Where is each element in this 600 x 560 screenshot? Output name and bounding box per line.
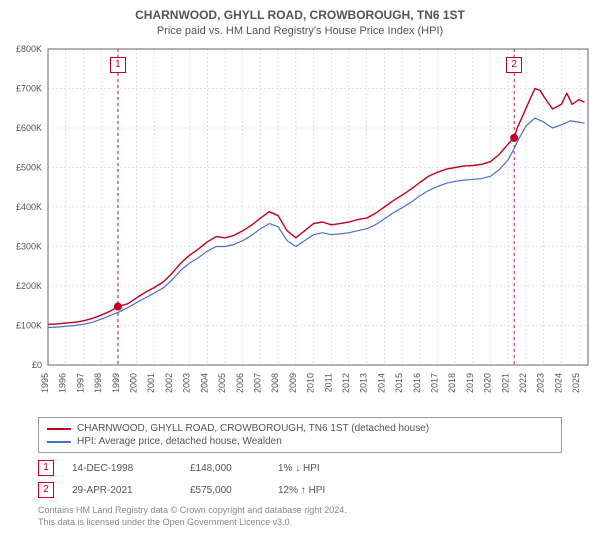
- svg-text:2008: 2008: [270, 373, 280, 393]
- svg-text:2020: 2020: [483, 373, 493, 393]
- svg-text:£700K: £700K: [16, 84, 42, 94]
- sale-diff: 12% ↑ HPI: [278, 485, 368, 496]
- svg-text:2012: 2012: [341, 373, 351, 393]
- svg-text:2014: 2014: [376, 373, 386, 393]
- legend-item: HPI: Average price, detached house, Weal…: [47, 435, 553, 448]
- svg-text:2004: 2004: [199, 373, 209, 393]
- svg-text:2021: 2021: [500, 373, 510, 393]
- legend-swatch: [47, 441, 71, 443]
- disclaimer: Contains HM Land Registry data © Crown c…: [0, 501, 600, 528]
- svg-text:£800K: £800K: [16, 44, 42, 54]
- svg-text:2024: 2024: [553, 373, 563, 393]
- svg-text:2001: 2001: [146, 373, 156, 393]
- svg-text:2015: 2015: [394, 373, 404, 393]
- chart-container: CHARNWOOD, GHYLL ROAD, CROWBOROUGH, TN6 …: [0, 0, 600, 560]
- plot-sale-badge: 1: [110, 57, 126, 73]
- svg-text:£0: £0: [32, 360, 42, 370]
- legend-item: CHARNWOOD, GHYLL ROAD, CROWBOROUGH, TN6 …: [47, 422, 553, 435]
- svg-text:1996: 1996: [58, 373, 68, 393]
- sale-date: 29-APR-2021: [72, 485, 172, 496]
- sales-list: 1 14-DEC-1998 £148,000 1% ↓ HPI 2 29-APR…: [0, 457, 600, 501]
- chart-svg: £0 £100K £200K £300K £400K £500K £600K £700K £80…: [0, 43, 600, 411]
- legend-label: HPI: Average price, detached house, Weal…: [77, 436, 282, 447]
- sale-row: 2 29-APR-2021 £575,000 12% ↑ HPI: [0, 479, 600, 501]
- svg-text:1998: 1998: [93, 373, 103, 393]
- sale-price: £575,000: [190, 485, 260, 496]
- svg-text:2002: 2002: [164, 373, 174, 393]
- sale-badge: 1: [38, 460, 54, 476]
- svg-text:1997: 1997: [75, 373, 85, 393]
- svg-text:2005: 2005: [217, 373, 227, 393]
- svg-text:2010: 2010: [306, 373, 316, 393]
- sale-badge: 2: [38, 482, 54, 498]
- disclaimer-line: Contains HM Land Registry data © Crown c…: [38, 505, 562, 517]
- legend: CHARNWOOD, GHYLL ROAD, CROWBOROUGH, TN6 …: [38, 417, 562, 453]
- svg-text:£300K: £300K: [16, 242, 42, 252]
- svg-text:2006: 2006: [235, 373, 245, 393]
- legend-swatch: [47, 428, 71, 430]
- svg-text:2011: 2011: [323, 373, 333, 392]
- plot-sale-badge: 2: [506, 57, 522, 73]
- svg-text:£400K: £400K: [16, 202, 42, 212]
- chart-subtitle: Price paid vs. HM Land Registry's House …: [0, 22, 600, 43]
- svg-text:2000: 2000: [129, 373, 139, 393]
- svg-text:2009: 2009: [288, 373, 298, 393]
- sale-date: 14-DEC-1998: [72, 463, 172, 474]
- svg-text:£200K: £200K: [16, 281, 42, 291]
- svg-text:2017: 2017: [430, 373, 440, 393]
- chart-title: CHARNWOOD, GHYLL ROAD, CROWBOROUGH, TN6 …: [0, 0, 600, 22]
- svg-text:1999: 1999: [111, 373, 121, 393]
- sale-row: 1 14-DEC-1998 £148,000 1% ↓ HPI: [0, 457, 600, 479]
- legend-label: CHARNWOOD, GHYLL ROAD, CROWBOROUGH, TN6 …: [77, 423, 429, 434]
- disclaimer-line: This data is licensed under the Open Gov…: [38, 517, 562, 529]
- svg-text:£100K: £100K: [16, 321, 42, 331]
- svg-text:2018: 2018: [447, 373, 457, 393]
- svg-text:£600K: £600K: [16, 123, 42, 133]
- svg-text:2019: 2019: [465, 373, 475, 393]
- svg-text:2013: 2013: [359, 373, 369, 393]
- svg-text:2016: 2016: [412, 373, 422, 393]
- svg-text:£500K: £500K: [16, 163, 42, 173]
- sale-diff: 1% ↓ HPI: [278, 463, 368, 474]
- chart-area: £0 £100K £200K £300K £400K £500K £600K £700K £80…: [0, 43, 600, 411]
- svg-text:2025: 2025: [571, 373, 581, 393]
- sale-price: £148,000: [190, 463, 260, 474]
- svg-text:2003: 2003: [182, 373, 192, 393]
- svg-text:2007: 2007: [252, 373, 262, 393]
- svg-text:2022: 2022: [518, 373, 528, 393]
- svg-text:2023: 2023: [536, 373, 546, 393]
- svg-text:1995: 1995: [40, 373, 50, 393]
